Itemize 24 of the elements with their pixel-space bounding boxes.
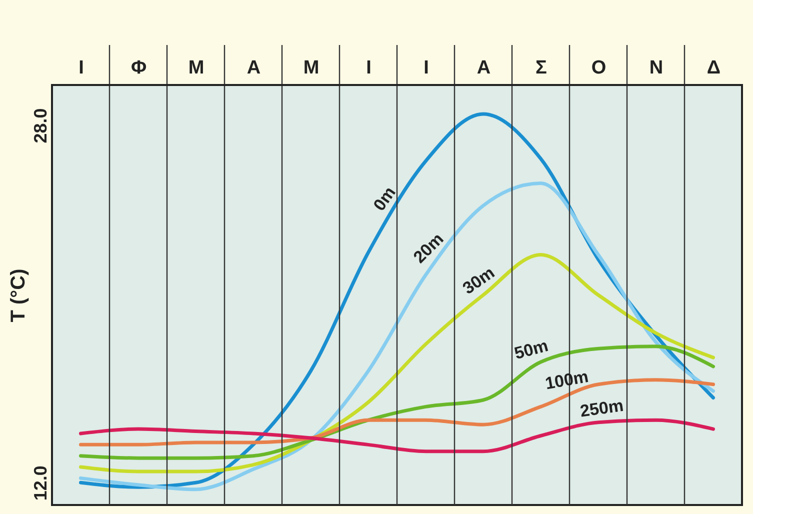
y-axis-title: T (°C): [8, 268, 30, 322]
x-tick-label: Ο: [591, 58, 606, 78]
text: 20m: [410, 229, 448, 267]
line-series: [79, 344, 715, 460]
x-tick-label: Ι: [366, 58, 372, 78]
text: 50m: [512, 336, 550, 364]
y-tick-label: 12.0: [30, 466, 50, 501]
y-tick-label: 28.0: [30, 108, 50, 144]
x-tick-label: Μ: [188, 58, 204, 78]
text: 30m: [459, 262, 498, 298]
x-tick-label: Ι: [78, 58, 84, 78]
x-tick-label: Φ: [130, 58, 147, 78]
x-tick-label: Σ: [536, 58, 547, 78]
text: 0m: [370, 183, 400, 214]
line-series: [79, 182, 715, 492]
x-tick-label: Ν: [649, 58, 664, 78]
text: 100m: [544, 366, 590, 394]
x-tick-label: Α: [246, 58, 261, 78]
x-tick-label: Ι: [424, 58, 429, 78]
text: 250m: [578, 396, 625, 421]
x-tick-label: Δ: [706, 58, 721, 78]
x-tick-label: Μ: [303, 58, 320, 78]
line-series: [79, 418, 715, 454]
x-tick-label: Α: [476, 58, 491, 78]
